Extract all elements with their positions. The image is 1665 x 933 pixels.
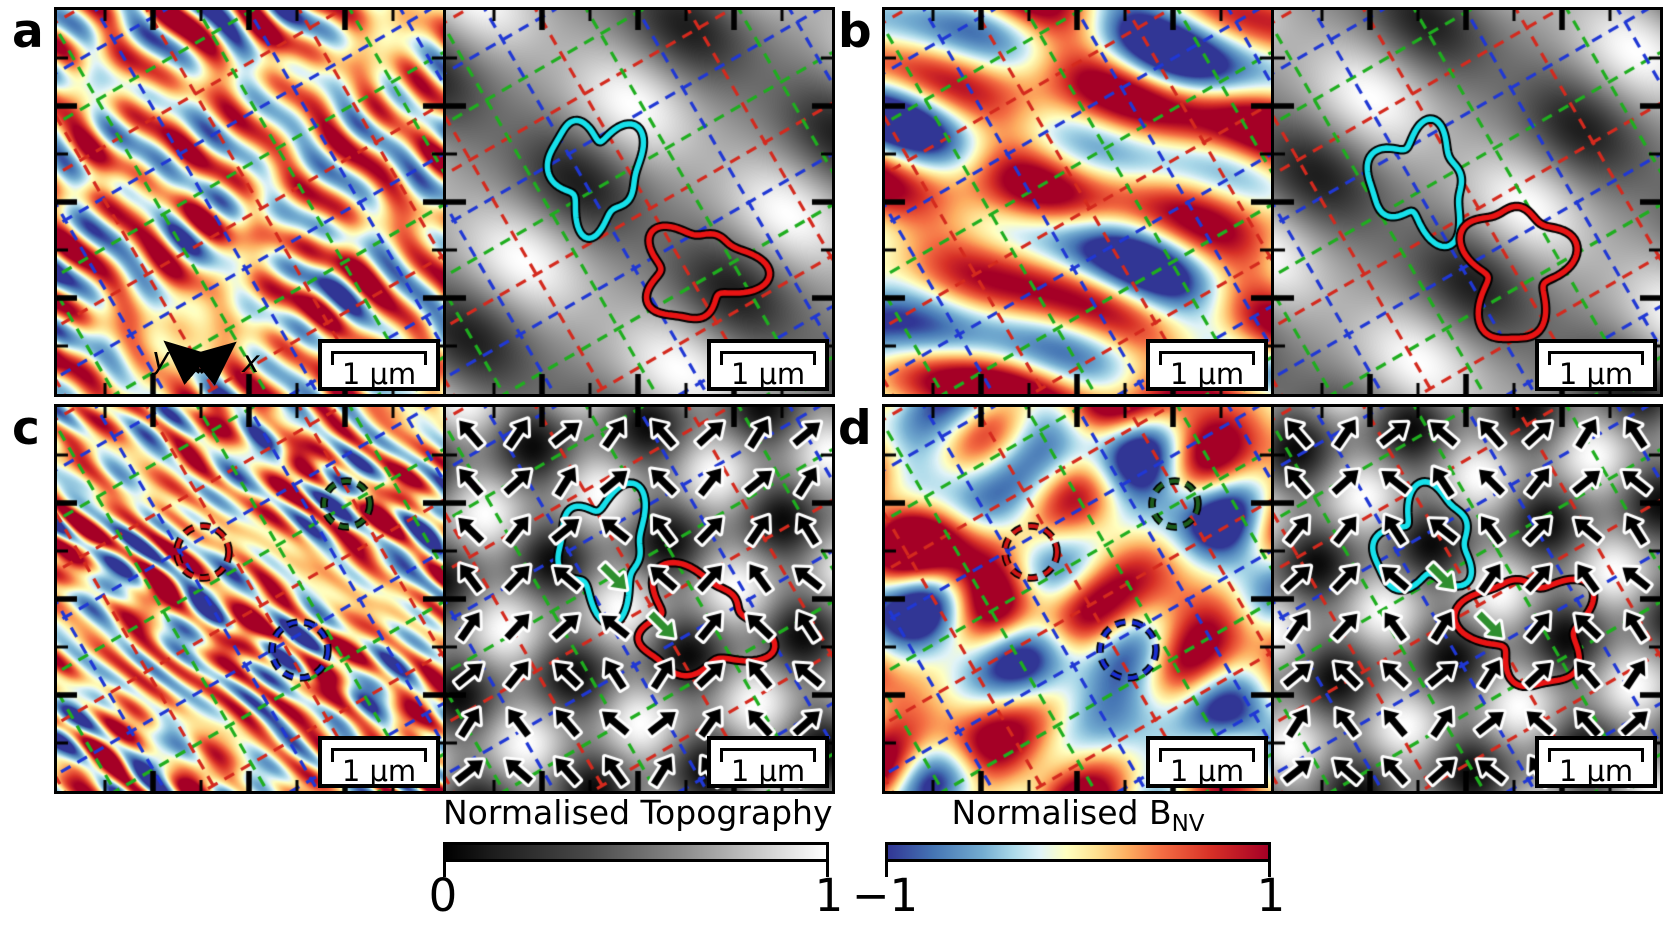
- colorbar-topography-tick-max: [826, 860, 829, 877]
- scalebar: 1 μm: [707, 736, 829, 788]
- colorbar-bnv-title-base: Normalised B: [951, 793, 1172, 832]
- panel-c-bnv-map: 1 μm: [54, 404, 446, 794]
- panel-a-bnv-map: y x 1 μm: [54, 7, 446, 397]
- colorbar-bnv-min-label: −1: [851, 869, 919, 922]
- scalebar-label: 1 μm: [1558, 357, 1634, 391]
- panel-b-topography-map: 1 μm: [1271, 7, 1663, 397]
- panel-label-d: d: [838, 401, 872, 456]
- panel-a-topography-map: 1 μm: [443, 7, 835, 397]
- panel-label-a: a: [12, 4, 44, 59]
- scalebar-bracket: [1548, 748, 1644, 762]
- scalebar-bracket: [1548, 351, 1644, 365]
- panel-label-c: c: [12, 401, 40, 456]
- colorbar-bnv-title-subscript: NV: [1171, 811, 1205, 837]
- colorbar-topography-min-label: 0: [428, 869, 458, 922]
- scalebar-label: 1 μm: [1169, 357, 1245, 391]
- panel-c-topography-map: 1 μm: [443, 404, 835, 794]
- scalebar: 1 μm: [1535, 736, 1657, 788]
- panel-b-topography-canvas: [1274, 10, 1660, 394]
- scalebar-bracket: [720, 748, 816, 762]
- panel-c-topography-canvas: [446, 407, 832, 791]
- colorbar-topography-gradient: [443, 842, 829, 862]
- panel-d-topography-canvas: [1274, 407, 1660, 791]
- scalebar: 1 μm: [318, 339, 440, 391]
- panel-a-topography-canvas: [446, 10, 832, 394]
- panel-d-topography-map: 1 μm: [1271, 404, 1663, 794]
- scalebar-label: 1 μm: [341, 357, 417, 391]
- scalebar: 1 μm: [318, 736, 440, 788]
- scalebar-bracket: [331, 351, 427, 365]
- y-axis-label: y: [152, 342, 170, 377]
- scalebar-bracket: [1159, 351, 1255, 365]
- colorbar-bnv-max-label: 1: [1256, 869, 1286, 922]
- scalebar-label: 1 μm: [1558, 754, 1634, 788]
- panel-d-bnv-map: 1 μm: [882, 404, 1274, 794]
- x-axis-label: x: [242, 345, 260, 380]
- scalebar-label: 1 μm: [1169, 754, 1245, 788]
- panel-a-bnv-canvas: [57, 10, 443, 394]
- colorbar-bnv-title: Normalised BNV: [885, 793, 1271, 837]
- colorbar-topography-title: Normalised Topography: [443, 793, 833, 832]
- panel-c-bnv-canvas: [57, 407, 443, 791]
- scalebar: 1 μm: [1146, 736, 1268, 788]
- panel-d-bnv-canvas: [885, 407, 1271, 791]
- colorbar-bnv-tick-min: [885, 860, 888, 877]
- scalebar: 1 μm: [1146, 339, 1268, 391]
- scalebar-label: 1 μm: [730, 754, 806, 788]
- scalebar: 1 μm: [707, 339, 829, 391]
- scalebar-bracket: [1159, 748, 1255, 762]
- scalebar-bracket: [331, 748, 427, 762]
- colorbar-bnv-gradient: [885, 842, 1271, 862]
- colorbar-topography-max-label: 1: [814, 869, 844, 922]
- colorbar-bnv-tick-max: [1268, 860, 1271, 877]
- scalebar-bracket: [720, 351, 816, 365]
- colorbar-topography-tick-min: [443, 860, 446, 877]
- scalebar-label: 1 μm: [730, 357, 806, 391]
- panel-b-bnv-canvas: [885, 10, 1271, 394]
- scalebar: 1 μm: [1535, 339, 1657, 391]
- panel-b-bnv-map: 1 μm: [882, 7, 1274, 397]
- panel-label-b: b: [838, 4, 872, 59]
- scalebar-label: 1 μm: [341, 754, 417, 788]
